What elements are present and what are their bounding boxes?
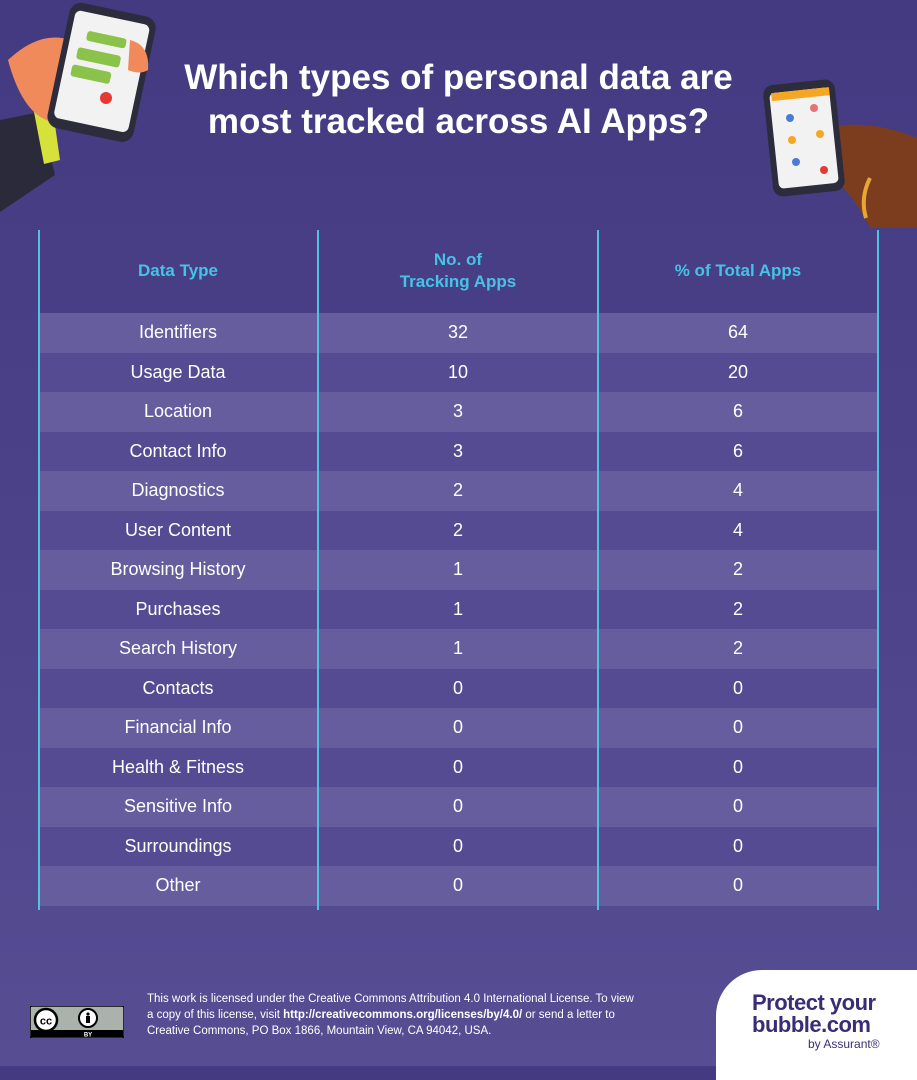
cell-percent-total: 6 (732, 401, 743, 422)
table-row: Browsing History 1 2 (38, 550, 879, 590)
data-table: Identifiers 32 64 Usage Data 10 20 Location 3 6 C… (38, 230, 879, 910)
cell-percent-total: 64 (727, 322, 749, 343)
license-text: This work is licensed under the Creative… (147, 991, 637, 1039)
logo-line-2: bubble.com (752, 1012, 871, 1037)
cell-data-type: Financial Info (124, 717, 232, 738)
header-tracking-apps-line-1: No. of (433, 250, 483, 269)
column-divider (38, 230, 40, 910)
column-divider (877, 230, 879, 910)
cell-data-type: Contact Info (129, 440, 227, 461)
attribution-person-icon (78, 1008, 98, 1028)
cell-tracking-apps: 1 (452, 559, 463, 580)
table-header: Data Type No. of Tracking Apps % of Tota… (38, 230, 879, 312)
table-row: Health & Fitness 0 0 (38, 747, 879, 787)
cell-data-type: Health & Fitness (111, 756, 245, 777)
license-text-part-1: This work is licensed under the Creative… (147, 993, 634, 1021)
table-row: Purchases 1 2 (38, 589, 879, 629)
cell-percent-total: 0 (732, 717, 743, 738)
cell-data-type: User Content (124, 519, 232, 540)
license-text-part-2: or send a letter to Creative Commons, PO… (147, 1009, 615, 1037)
table-row: Search History 1 2 (38, 629, 879, 669)
cell-data-type: Purchases (135, 598, 221, 619)
cell-percent-total: 2 (732, 559, 743, 580)
table-row: Identifiers 32 64 (38, 313, 879, 353)
cell-percent-total: 0 (732, 756, 743, 777)
cell-percent-total: 0 (732, 835, 743, 856)
page-title: Which types of personal data are most tr… (0, 56, 917, 144)
cell-percent-total: 0 (732, 796, 743, 817)
hand-holding-phone-left-illustration (0, 2, 156, 212)
cc-badge-label: BY (84, 1033, 92, 1039)
cell-tracking-apps: 0 (452, 677, 463, 698)
cell-tracking-apps: 1 (452, 598, 463, 619)
table-row: Financial Info 0 0 (38, 708, 879, 748)
column-divider (317, 230, 319, 910)
hand-holding-phone-right-illustration (763, 79, 917, 228)
cell-data-type: Other (155, 875, 201, 896)
cell-tracking-apps: 2 (452, 480, 463, 501)
cell-data-type: Diagnostics (131, 480, 225, 501)
license-link[interactable]: http://creativecommons.org/licenses/by/4… (283, 1009, 523, 1021)
svg-text:cc: cc (40, 1016, 52, 1028)
table-row: Sensitive Info 0 0 (38, 787, 879, 827)
table-row: User Content 2 4 (38, 510, 879, 550)
cell-percent-total: 4 (732, 519, 743, 540)
cell-data-type: Browsing History (110, 559, 246, 580)
cell-tracking-apps: 0 (452, 717, 463, 738)
table-row: Surroundings 0 0 (38, 826, 879, 866)
cell-data-type: Contacts (142, 677, 214, 698)
table-row: Location 3 6 (38, 392, 879, 432)
table-body: Identifiers 32 64 Usage Data 10 20 Location 3 6 C… (38, 313, 879, 906)
cell-percent-total: 6 (732, 440, 743, 461)
cell-tracking-apps: 0 (452, 796, 463, 817)
table-row: Contacts 0 0 (38, 668, 879, 708)
creative-commons-icon: cc (33, 1007, 59, 1033)
cell-tracking-apps: 0 (452, 835, 463, 856)
cell-percent-total: 20 (727, 361, 749, 382)
title-line-2: most tracked across AI Apps? (207, 102, 710, 141)
cell-data-type: Identifiers (138, 322, 218, 343)
cell-tracking-apps: 3 (452, 401, 463, 422)
cell-data-type: Surroundings (124, 835, 232, 856)
table-row: Usage Data 10 20 (38, 352, 879, 392)
cell-tracking-apps: 2 (452, 519, 463, 540)
cell-data-type: Search History (118, 638, 238, 659)
cell-data-type: Usage Data (130, 361, 226, 382)
header-data-type: Data Type (138, 261, 218, 280)
title-line-1: Which types of personal data are (184, 58, 733, 97)
cell-tracking-apps: 0 (452, 875, 463, 896)
cell-tracking-apps: 0 (452, 756, 463, 777)
cell-percent-total: 0 (732, 875, 743, 896)
header-tracking-apps: No. of Tracking Apps (318, 230, 598, 312)
table-row: Contact Info 3 6 (38, 431, 879, 471)
cc-by-badge: cc BY (29, 1005, 125, 1043)
cell-percent-total: 0 (732, 677, 743, 698)
column-divider (597, 230, 599, 910)
cell-tracking-apps: 1 (452, 638, 463, 659)
protect-your-bubble-logo: Protect your bubble.com by Assurant® (716, 970, 917, 1080)
logo-line-1: Protect your (752, 990, 876, 1015)
cell-percent-total: 4 (732, 480, 743, 501)
header-percent-total: % of Total Apps (674, 261, 802, 280)
cell-tracking-apps: 32 (447, 322, 469, 343)
cell-data-type: Location (143, 401, 213, 422)
cell-percent-total: 2 (732, 598, 743, 619)
cell-percent-total: 2 (732, 638, 743, 659)
logo-subtitle: by Assurant® (808, 1037, 880, 1051)
cell-data-type: Sensitive Info (123, 796, 233, 817)
header-tracking-apps-line-2: Tracking Apps (399, 272, 517, 291)
table-row: Diagnostics 2 4 (38, 471, 879, 511)
table-row: Other 0 0 (38, 866, 879, 906)
cell-tracking-apps: 3 (452, 440, 463, 461)
cell-tracking-apps: 10 (447, 361, 469, 382)
